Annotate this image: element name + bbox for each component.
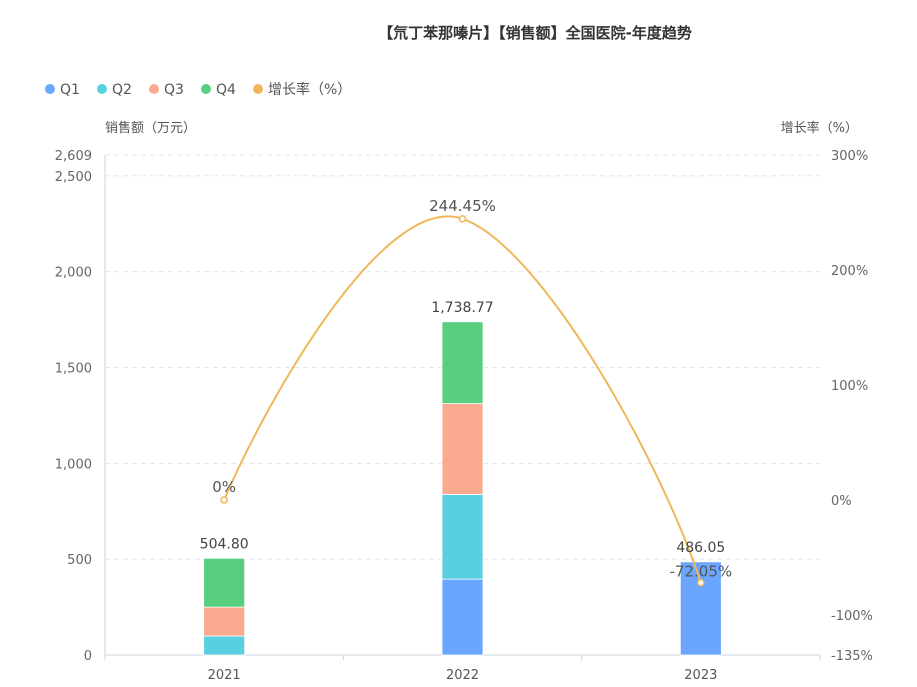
y-tick-label: 500 bbox=[67, 553, 92, 568]
y-tick-label: 1,000 bbox=[55, 457, 92, 472]
bar-q2-2021 bbox=[203, 635, 246, 656]
legend-item-growth-rate[interactable]: 增长率（%） bbox=[253, 81, 351, 98]
y2-axis-label: 增长率（%） bbox=[781, 120, 858, 136]
y2-tick-label: 300% bbox=[831, 149, 868, 164]
growth-rate-label: -72.05% bbox=[670, 563, 733, 581]
y-tick-label: 0 bbox=[84, 649, 92, 664]
y2-tick-label: -135% bbox=[831, 649, 873, 664]
y-tick-label: 1,500 bbox=[55, 362, 92, 377]
growth-rate-point-2021 bbox=[220, 496, 228, 504]
x-tick-label: 2021 bbox=[208, 668, 241, 683]
legend-marker-icon bbox=[97, 84, 107, 94]
y2-tick-label: 200% bbox=[831, 264, 868, 279]
growth-rate-point-2022 bbox=[458, 215, 467, 223]
y-tick-label: 2,000 bbox=[55, 266, 92, 281]
growth-rate-point-2023 bbox=[697, 578, 705, 587]
x-tick-label: 2023 bbox=[684, 668, 717, 683]
legend-marker-icon bbox=[253, 84, 263, 94]
legend-item-q1[interactable]: Q1 bbox=[45, 82, 80, 98]
y-axis-label: 销售额（万元） bbox=[105, 120, 196, 136]
legend-label: Q4 bbox=[216, 82, 236, 98]
growth-rate-label: 244.45% bbox=[429, 197, 496, 215]
legend-marker-icon bbox=[45, 84, 55, 94]
bar-q3-2021 bbox=[203, 606, 246, 637]
y2-tick-label: 100% bbox=[831, 379, 868, 394]
legend-label: Q2 bbox=[112, 82, 132, 98]
legend-label: 增长率（%） bbox=[268, 81, 351, 98]
bar-q2-2022 bbox=[441, 494, 484, 580]
y-tick-label: 2,609 bbox=[55, 149, 92, 164]
chart-title: 【氘丁苯那嗪片】【销售额】全国医院-年度趋势 bbox=[378, 24, 692, 42]
legend-item-q3[interactable]: Q3 bbox=[149, 82, 184, 98]
y-tick-label: 2,500 bbox=[55, 170, 92, 185]
bar-total-label: 486.05 bbox=[676, 540, 725, 556]
x-tick-label: 2022 bbox=[446, 668, 479, 683]
bar-total-label: 1,738.77 bbox=[431, 300, 493, 316]
bar-q4-2021 bbox=[203, 557, 246, 608]
legend-marker-icon bbox=[149, 84, 159, 94]
legend-label: Q1 bbox=[60, 82, 80, 98]
legend-item-q4[interactable]: Q4 bbox=[201, 82, 236, 98]
legend-marker-icon bbox=[201, 84, 211, 94]
legend-item-q2[interactable]: Q2 bbox=[97, 82, 132, 98]
y2-tick-label: -100% bbox=[831, 609, 873, 624]
bar-q4-2022 bbox=[441, 321, 484, 404]
bar-q1-2023 bbox=[679, 561, 722, 656]
bar-q1-2022 bbox=[441, 578, 484, 656]
y2-tick-label: 0% bbox=[831, 494, 852, 509]
growth-rate-label: 0% bbox=[212, 478, 236, 496]
legend-label: Q3 bbox=[164, 82, 184, 98]
bar-total-label: 504.80 bbox=[200, 536, 249, 552]
bar-q3-2022 bbox=[441, 403, 484, 495]
